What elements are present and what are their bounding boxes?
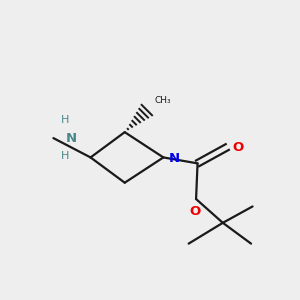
Text: N: N [66,132,77,145]
Text: O: O [232,140,244,154]
Text: N: N [169,152,180,165]
Text: H: H [61,115,70,125]
Text: CH₃: CH₃ [154,96,171,105]
Text: H: H [61,151,70,161]
Text: O: O [189,205,200,218]
